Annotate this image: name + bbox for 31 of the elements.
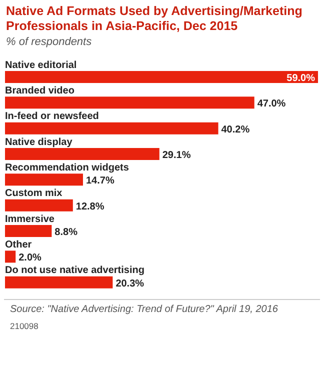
bar: [5, 276, 113, 288]
bar: [5, 96, 254, 109]
bar: [5, 71, 318, 83]
bar: [5, 199, 73, 212]
y-tick-label: Immersive: [5, 214, 55, 225]
data-label: 8.8%: [54, 227, 78, 238]
chart-title: Native Ad Formats Used by Advertising/Marketing Professionals in Asia-Pacific, Dec 2015: [5, 3, 304, 34]
bar: [5, 225, 52, 237]
text: 210098: [10, 321, 40, 331]
bar: [5, 122, 218, 134]
y-tick-label: In-feed or newsfeed: [5, 111, 99, 122]
data-label: 2.0%: [18, 252, 42, 264]
y-tick-label: Recommendation widgets: [5, 162, 130, 174]
data-label: 29.1%: [162, 150, 191, 161]
y-tick-label: Other: [5, 240, 32, 250]
data-label: 40.2%: [221, 124, 250, 136]
source-note: Source: "Native Advertising: Trend of Future?" April 19, 2016: [10, 304, 279, 315]
bar: [5, 148, 160, 160]
data-label: 47.0%: [257, 98, 286, 110]
y-tick-label: Branded video: [5, 86, 74, 96]
data-label: 20.3%: [116, 278, 144, 290]
y-tick-label: Native display: [5, 136, 73, 148]
data-label: 14.7%: [86, 176, 114, 187]
data-label: 59.0%: [286, 73, 316, 84]
y-tick-label: Native editorial: [5, 60, 77, 71]
y-tick-label: Custom mix: [5, 188, 63, 200]
bar: [5, 174, 83, 186]
chart-subtitle: % of respondents: [5, 35, 93, 50]
data-label: 12.8%: [76, 201, 104, 212]
y-tick-label: Do not use native advertising: [5, 265, 144, 276]
bar: [5, 250, 16, 263]
